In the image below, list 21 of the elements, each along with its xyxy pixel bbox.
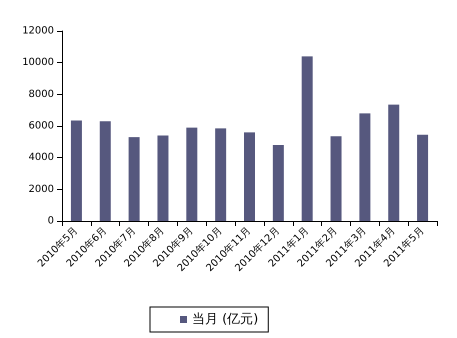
y-tick-label: 4000 (28, 152, 54, 164)
legend-label: 当月 (亿元) (192, 312, 258, 327)
bar (70, 120, 82, 221)
bar (272, 145, 284, 221)
bar (388, 104, 400, 221)
y-tick-label: 12000 (22, 26, 54, 36)
y-tick-label: 10000 (22, 57, 54, 68)
bar (302, 56, 313, 221)
bar (186, 128, 198, 221)
y-tick-label: 6000 (28, 120, 54, 132)
bar (215, 128, 226, 221)
bar (244, 132, 255, 221)
bar (359, 113, 370, 221)
y-tick-label: 8000 (28, 88, 54, 100)
bar (128, 137, 140, 221)
bar (330, 136, 342, 221)
bar (100, 121, 111, 221)
bar (417, 134, 428, 221)
y-tick-label: 2000 (28, 184, 54, 195)
y-tick-label: 0 (48, 216, 54, 226)
bar (157, 136, 168, 221)
